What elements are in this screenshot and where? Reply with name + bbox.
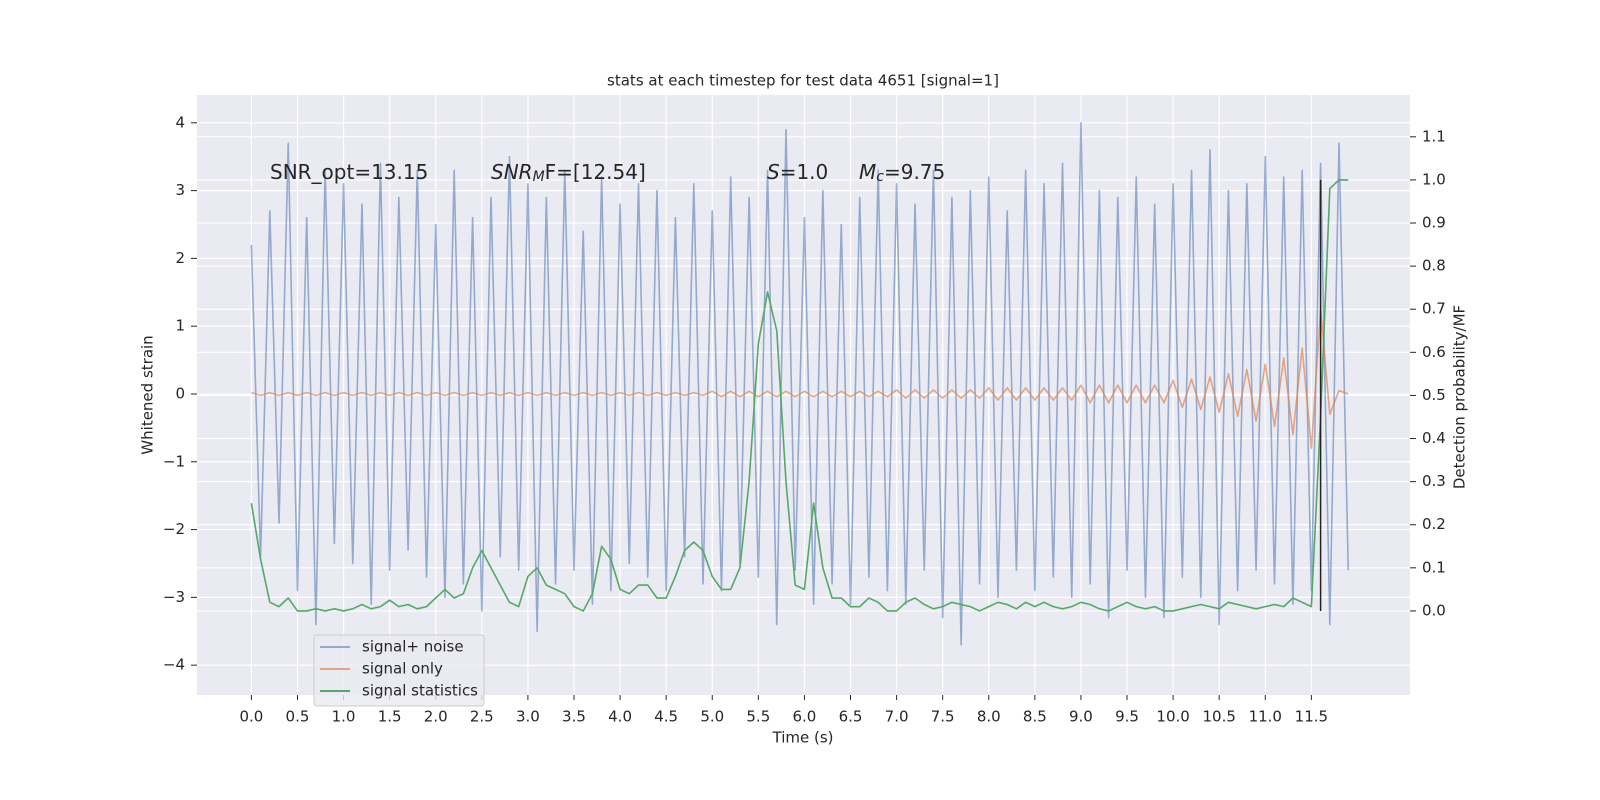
x-axis-label: Time (s) — [772, 729, 834, 747]
x-tick-label: 6.0 — [792, 708, 816, 726]
x-tick-label: 6.5 — [839, 708, 863, 726]
y2-tick-label: 0.0 — [1422, 601, 1446, 619]
legend-label: signal+ noise — [362, 638, 464, 656]
annotation: SNR_opt=13.15 — [270, 160, 428, 184]
annotation-part: F=[12.54] — [545, 160, 646, 184]
x-tick-label: 7.0 — [885, 708, 909, 726]
x-tick-label: 9.5 — [1115, 708, 1139, 726]
y2-tick-label: 0.3 — [1422, 472, 1446, 490]
annotation: Mc=9.75 — [859, 160, 945, 186]
x-tick-label: 3.5 — [562, 708, 586, 726]
y-tick-label: 3 — [175, 181, 185, 199]
annotation-part: M — [859, 160, 876, 184]
x-tick-label: 0.0 — [239, 708, 263, 726]
x-tick-label: 5.5 — [746, 708, 770, 726]
x-tick-label: 10.0 — [1156, 708, 1189, 726]
y2-tick-label: 0.5 — [1422, 386, 1446, 404]
y2-tick-label: 1.0 — [1422, 170, 1446, 188]
legend-label: signal statistics — [362, 682, 478, 700]
x-tick-label: 8.0 — [977, 708, 1001, 726]
y-tick-label: 2 — [175, 249, 185, 267]
y2-tick-label: 0.4 — [1422, 429, 1446, 447]
x-tick-label: 5.0 — [700, 708, 724, 726]
x-tick-label: 4.0 — [608, 708, 632, 726]
x-tick-label: 10.5 — [1202, 708, 1235, 726]
series-line — [251, 308, 1349, 450]
x-tick-label: 8.5 — [1023, 708, 1047, 726]
annotation-part: M — [533, 169, 545, 185]
annotation-part: SNR — [491, 160, 533, 184]
series-line — [250, 179, 1349, 612]
y-axis-label: Whitened strain — [139, 335, 157, 454]
y2-tick-label: 0.8 — [1422, 257, 1446, 275]
y-tick-label: −4 — [163, 656, 185, 674]
labels: 0.0 0.5 1.0 1.5 2.0 2.5 3.0 3.5 4.0 4.5 5.0 5.5 6.0 6… — [163, 113, 1446, 725]
y2-tick-label: 1.1 — [1422, 127, 1446, 145]
x-tick-label: 4.5 — [654, 708, 678, 726]
annotation-part: SNR_opt=13.15 — [270, 160, 428, 184]
y2-tick-label: 0.6 — [1422, 343, 1446, 361]
legend-box — [313, 634, 485, 707]
x-tick-label: 2.5 — [470, 708, 494, 726]
y2-tick-label: 0.1 — [1422, 558, 1446, 576]
x-tick-label: 3.0 — [516, 708, 540, 726]
y-tick-label: −3 — [163, 588, 185, 606]
legend: signal+ noise signal only signal statistic… — [313, 634, 485, 707]
legend-label: signal only — [362, 660, 443, 678]
x-tick-label: 11.5 — [1295, 708, 1328, 726]
marks — [250, 122, 1350, 646]
chart-title: stats at each timestep for test data 465… — [607, 72, 999, 90]
y-tick-label: 0 — [175, 384, 185, 402]
x-tick-label: 1.5 — [378, 708, 402, 726]
annotation-part: c — [876, 169, 884, 185]
y-tick-label: 4 — [175, 113, 185, 131]
x-tick-label: 11.0 — [1249, 708, 1282, 726]
x-tick-label: 0.5 — [286, 708, 310, 726]
y2-tick-label: 0.2 — [1422, 515, 1446, 533]
annotation-part: S — [767, 160, 780, 184]
y-tick-label: −1 — [163, 452, 185, 470]
x-tick-label: 7.5 — [931, 708, 955, 726]
x-tick-label: 2.0 — [424, 708, 448, 726]
annotation: SNRMF=[12.54] — [491, 160, 646, 186]
y-tick-label: −2 — [163, 520, 185, 538]
y2-axis-label: Detection probability/MF — [1451, 305, 1469, 489]
y2-tick-label: 0.7 — [1422, 300, 1446, 318]
annotation: S=1.0 — [767, 160, 828, 184]
annotation-part: =1.0 — [780, 160, 829, 184]
x-tick-label: 9.0 — [1069, 708, 1093, 726]
y-tick-label: 1 — [175, 317, 185, 335]
x-tick-label: 1.0 — [332, 708, 356, 726]
annotation-part: =9.75 — [884, 160, 945, 184]
y2-tick-label: 0.9 — [1422, 214, 1446, 232]
